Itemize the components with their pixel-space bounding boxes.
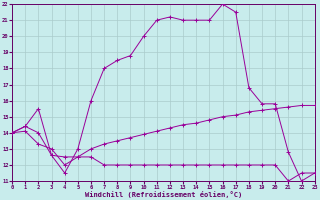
X-axis label: Windchill (Refroidissement éolien,°C): Windchill (Refroidissement éolien,°C)	[85, 191, 242, 198]
